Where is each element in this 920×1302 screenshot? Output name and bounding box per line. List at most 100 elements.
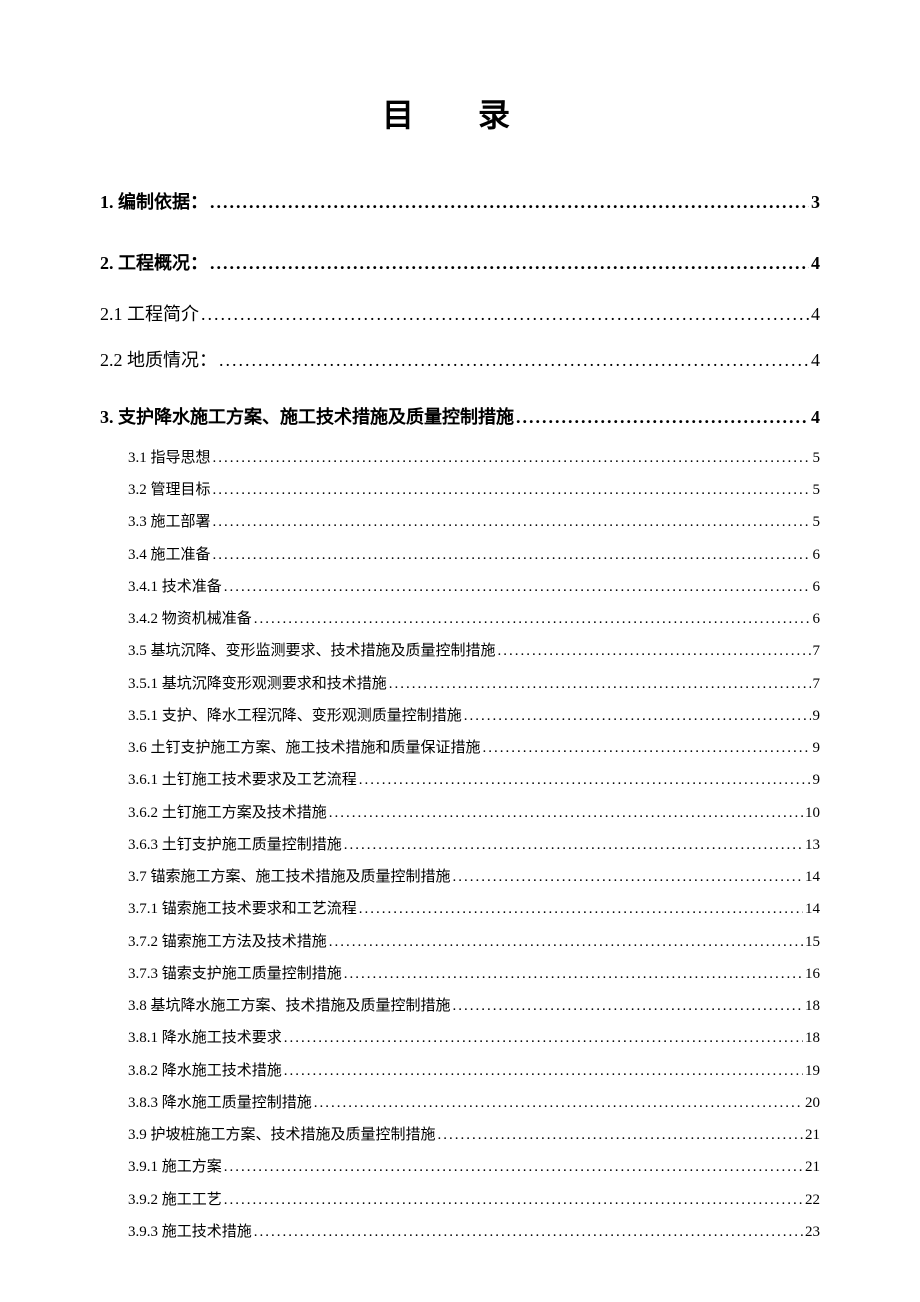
toc-entry-leader: ........................................…: [464, 700, 811, 732]
toc-entry-page: 14: [803, 861, 820, 893]
toc-entry-page: 6: [811, 539, 821, 571]
toc-entry-label: 3.4.2 物资机械准备: [128, 603, 252, 635]
toc-entry: 3.5.1 基坑沉降变形观测要求和技术措施...................…: [100, 668, 820, 700]
toc-entry: 3.2 管理目标................................…: [100, 474, 820, 506]
toc-entry-leader: ........................................…: [359, 893, 803, 925]
toc-entry-label: 3.9.3 施工技术措施: [128, 1216, 252, 1248]
toc-entry-leader: ........................................…: [329, 926, 803, 958]
toc-entry: 3.7.3 锚索支护施工质量控制措施......................…: [100, 958, 820, 990]
toc-entry-page: 7: [811, 635, 821, 667]
toc-entry-label: 2. 工程概况：: [100, 249, 208, 278]
toc-entry: 2.2 地质情况：...............................…: [100, 346, 820, 375]
toc-entry: 3.9 护坡桩施工方案、技术措施及质量控制措施.................…: [100, 1119, 820, 1151]
toc-entry-label: 3.5.1 基坑沉降变形观测要求和技术措施: [128, 668, 387, 700]
toc-entry-label: 3.4.1 技术准备: [128, 571, 222, 603]
toc-entry-label: 3.7.2 锚索施工方法及技术措施: [128, 926, 327, 958]
toc-entry-page: 9: [811, 700, 821, 732]
toc-entry-leader: ........................................…: [224, 1184, 803, 1216]
toc-entry-label: 3.9.1 施工方案: [128, 1151, 222, 1183]
toc-entry: 3.3 施工部署................................…: [100, 506, 820, 538]
toc-entry-leader: ........................................…: [213, 539, 811, 571]
toc-entry-page: 9: [811, 732, 821, 764]
toc-entry-page: 18: [803, 1022, 820, 1054]
toc-entry: 3.7 锚索施工方案、施工技术措施及质量控制措施................…: [100, 861, 820, 893]
toc-entry-label: 3.3 施工部署: [128, 506, 211, 538]
toc-entry: 3.9.2 施工工艺..............................…: [100, 1184, 820, 1216]
toc-entry-label: 3.6.2 土钉施工方案及技术措施: [128, 797, 327, 829]
toc-entry-leader: ........................................…: [438, 1119, 803, 1151]
toc-entry-label: 2.1 工程简介: [100, 300, 199, 329]
toc-entry-label: 3.9 护坡桩施工方案、技术措施及质量控制措施: [128, 1119, 436, 1151]
toc-entry-label: 3.8.1 降水施工技术要求: [128, 1022, 282, 1054]
toc-entry-label: 1. 编制依据：: [100, 188, 208, 217]
toc-entry-page: 5: [811, 442, 821, 474]
toc-entry: 3.8.1 降水施工技术要求..........................…: [100, 1022, 820, 1054]
toc-entry-leader: ........................................…: [219, 346, 809, 375]
toc-entry-label: 3.5.1 支护、降水工程沉降、变形观测质量控制措施: [128, 700, 462, 732]
toc-entry: 3.4.1 技术准备..............................…: [100, 571, 820, 603]
toc-entry-leader: ........................................…: [201, 300, 809, 329]
toc-entry-leader: ........................................…: [516, 403, 809, 432]
toc-entry-page: 4: [809, 300, 820, 329]
toc-entry-leader: ........................................…: [284, 1055, 803, 1087]
toc-entry: 3.6.2 土钉施工方案及技术措施.......................…: [100, 797, 820, 829]
toc-entry-leader: ........................................…: [224, 571, 811, 603]
toc-entry-page: 4: [809, 403, 820, 432]
toc-entry: 3. 支护降水施工方案、施工技术措施及质量控制措施...............…: [100, 403, 820, 432]
toc-entry-leader: ........................................…: [284, 1022, 803, 1054]
toc-entry-page: 13: [803, 829, 820, 861]
toc-entry-leader: ........................................…: [210, 188, 809, 217]
toc-entry: 3.7.1 锚索施工技术要求和工艺流程.....................…: [100, 893, 820, 925]
toc-entry-page: 5: [811, 474, 821, 506]
toc-entry-label: 3.8.3 降水施工质量控制措施: [128, 1087, 312, 1119]
toc-entry: 3.6.3 土钉支护施工质量控制措施......................…: [100, 829, 820, 861]
toc-entry: 2. 工程概况：................................…: [100, 249, 820, 278]
toc-entry-leader: ........................................…: [359, 764, 811, 796]
toc-entry: 3.8.2 降水施工技术措施..........................…: [100, 1055, 820, 1087]
toc-entry-page: 4: [809, 249, 820, 278]
toc-entry-page: 7: [811, 668, 821, 700]
toc-entry: 3.8 基坑降水施工方案、技术措施及质量控制措施................…: [100, 990, 820, 1022]
toc-entry-label: 3.6 土钉支护施工方案、施工技术措施和质量保证措施: [128, 732, 481, 764]
toc-entry: 3.1 指导思想................................…: [100, 442, 820, 474]
toc-entry-label: 3.7 锚索施工方案、施工技术措施及质量控制措施: [128, 861, 451, 893]
toc-entry-page: 21: [803, 1151, 820, 1183]
toc-entry-leader: ........................................…: [453, 861, 803, 893]
toc-entry-leader: ........................................…: [453, 990, 803, 1022]
toc-entry: 3.5 基坑沉降、变形监测要求、技术措施及质量控制措施.............…: [100, 635, 820, 667]
toc-entry-label: 3. 支护降水施工方案、施工技术措施及质量控制措施: [100, 403, 514, 432]
toc-entry-leader: ........................................…: [213, 474, 811, 506]
toc-entry-page: 6: [811, 571, 821, 603]
toc-entry: 2.1 工程简介................................…: [100, 300, 820, 329]
toc-entry-label: 3.4 施工准备: [128, 539, 211, 571]
toc-entry-leader: ........................................…: [210, 249, 809, 278]
toc-entry-leader: ........................................…: [498, 635, 811, 667]
toc-entry-label: 2.2 地质情况：: [100, 346, 217, 375]
toc-entry: 3.5.1 支护、降水工程沉降、变形观测质量控制措施..............…: [100, 700, 820, 732]
toc-entry-label: 3.2 管理目标: [128, 474, 211, 506]
toc-entry-page: 10: [803, 797, 820, 829]
toc-entry-page: 6: [811, 603, 821, 635]
toc-entry-page: 21: [803, 1119, 820, 1151]
toc-entry: 3.4.2 物资机械准备............................…: [100, 603, 820, 635]
toc-entry-leader: ........................................…: [254, 1216, 803, 1248]
toc-entry-leader: ........................................…: [344, 829, 803, 861]
toc-entry-page: 19: [803, 1055, 820, 1087]
toc-entry-leader: ........................................…: [344, 958, 803, 990]
toc-entry: 3.7.2 锚索施工方法及技术措施.......................…: [100, 926, 820, 958]
toc-entry-leader: ........................................…: [213, 442, 811, 474]
toc-entry: 3.6.1 土钉施工技术要求及工艺流程.....................…: [100, 764, 820, 796]
toc-entry: 3.8.3 降水施工质量控制措施........................…: [100, 1087, 820, 1119]
toc-entry-label: 3.6.3 土钉支护施工质量控制措施: [128, 829, 342, 861]
toc-entry-page: 14: [803, 893, 820, 925]
toc-entry: 1. 编制依据：................................…: [100, 188, 820, 217]
toc-entry-page: 15: [803, 926, 820, 958]
toc-entry-label: 3.5 基坑沉降、变形监测要求、技术措施及质量控制措施: [128, 635, 496, 667]
toc-entry-label: 3.7.1 锚索施工技术要求和工艺流程: [128, 893, 357, 925]
toc-entry-leader: ........................................…: [389, 668, 811, 700]
toc-entry-label: 3.1 指导思想: [128, 442, 211, 474]
toc-entry-label: 3.7.3 锚索支护施工质量控制措施: [128, 958, 342, 990]
toc-entry-page: 18: [803, 990, 820, 1022]
toc-entry: 3.6 土钉支护施工方案、施工技术措施和质量保证措施..............…: [100, 732, 820, 764]
toc-entry: 3.9.1 施工方案..............................…: [100, 1151, 820, 1183]
